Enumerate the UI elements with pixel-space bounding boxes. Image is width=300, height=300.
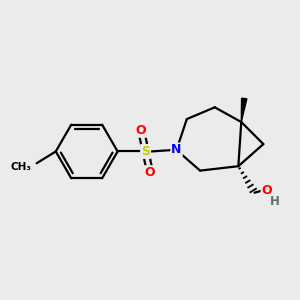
- Text: O: O: [145, 166, 155, 179]
- Text: CH₃: CH₃: [10, 162, 31, 172]
- Text: N: N: [171, 143, 182, 157]
- Text: S: S: [141, 145, 150, 158]
- Text: O: O: [136, 124, 146, 137]
- Text: H: H: [270, 195, 280, 208]
- Polygon shape: [241, 98, 247, 122]
- Text: O: O: [262, 184, 272, 197]
